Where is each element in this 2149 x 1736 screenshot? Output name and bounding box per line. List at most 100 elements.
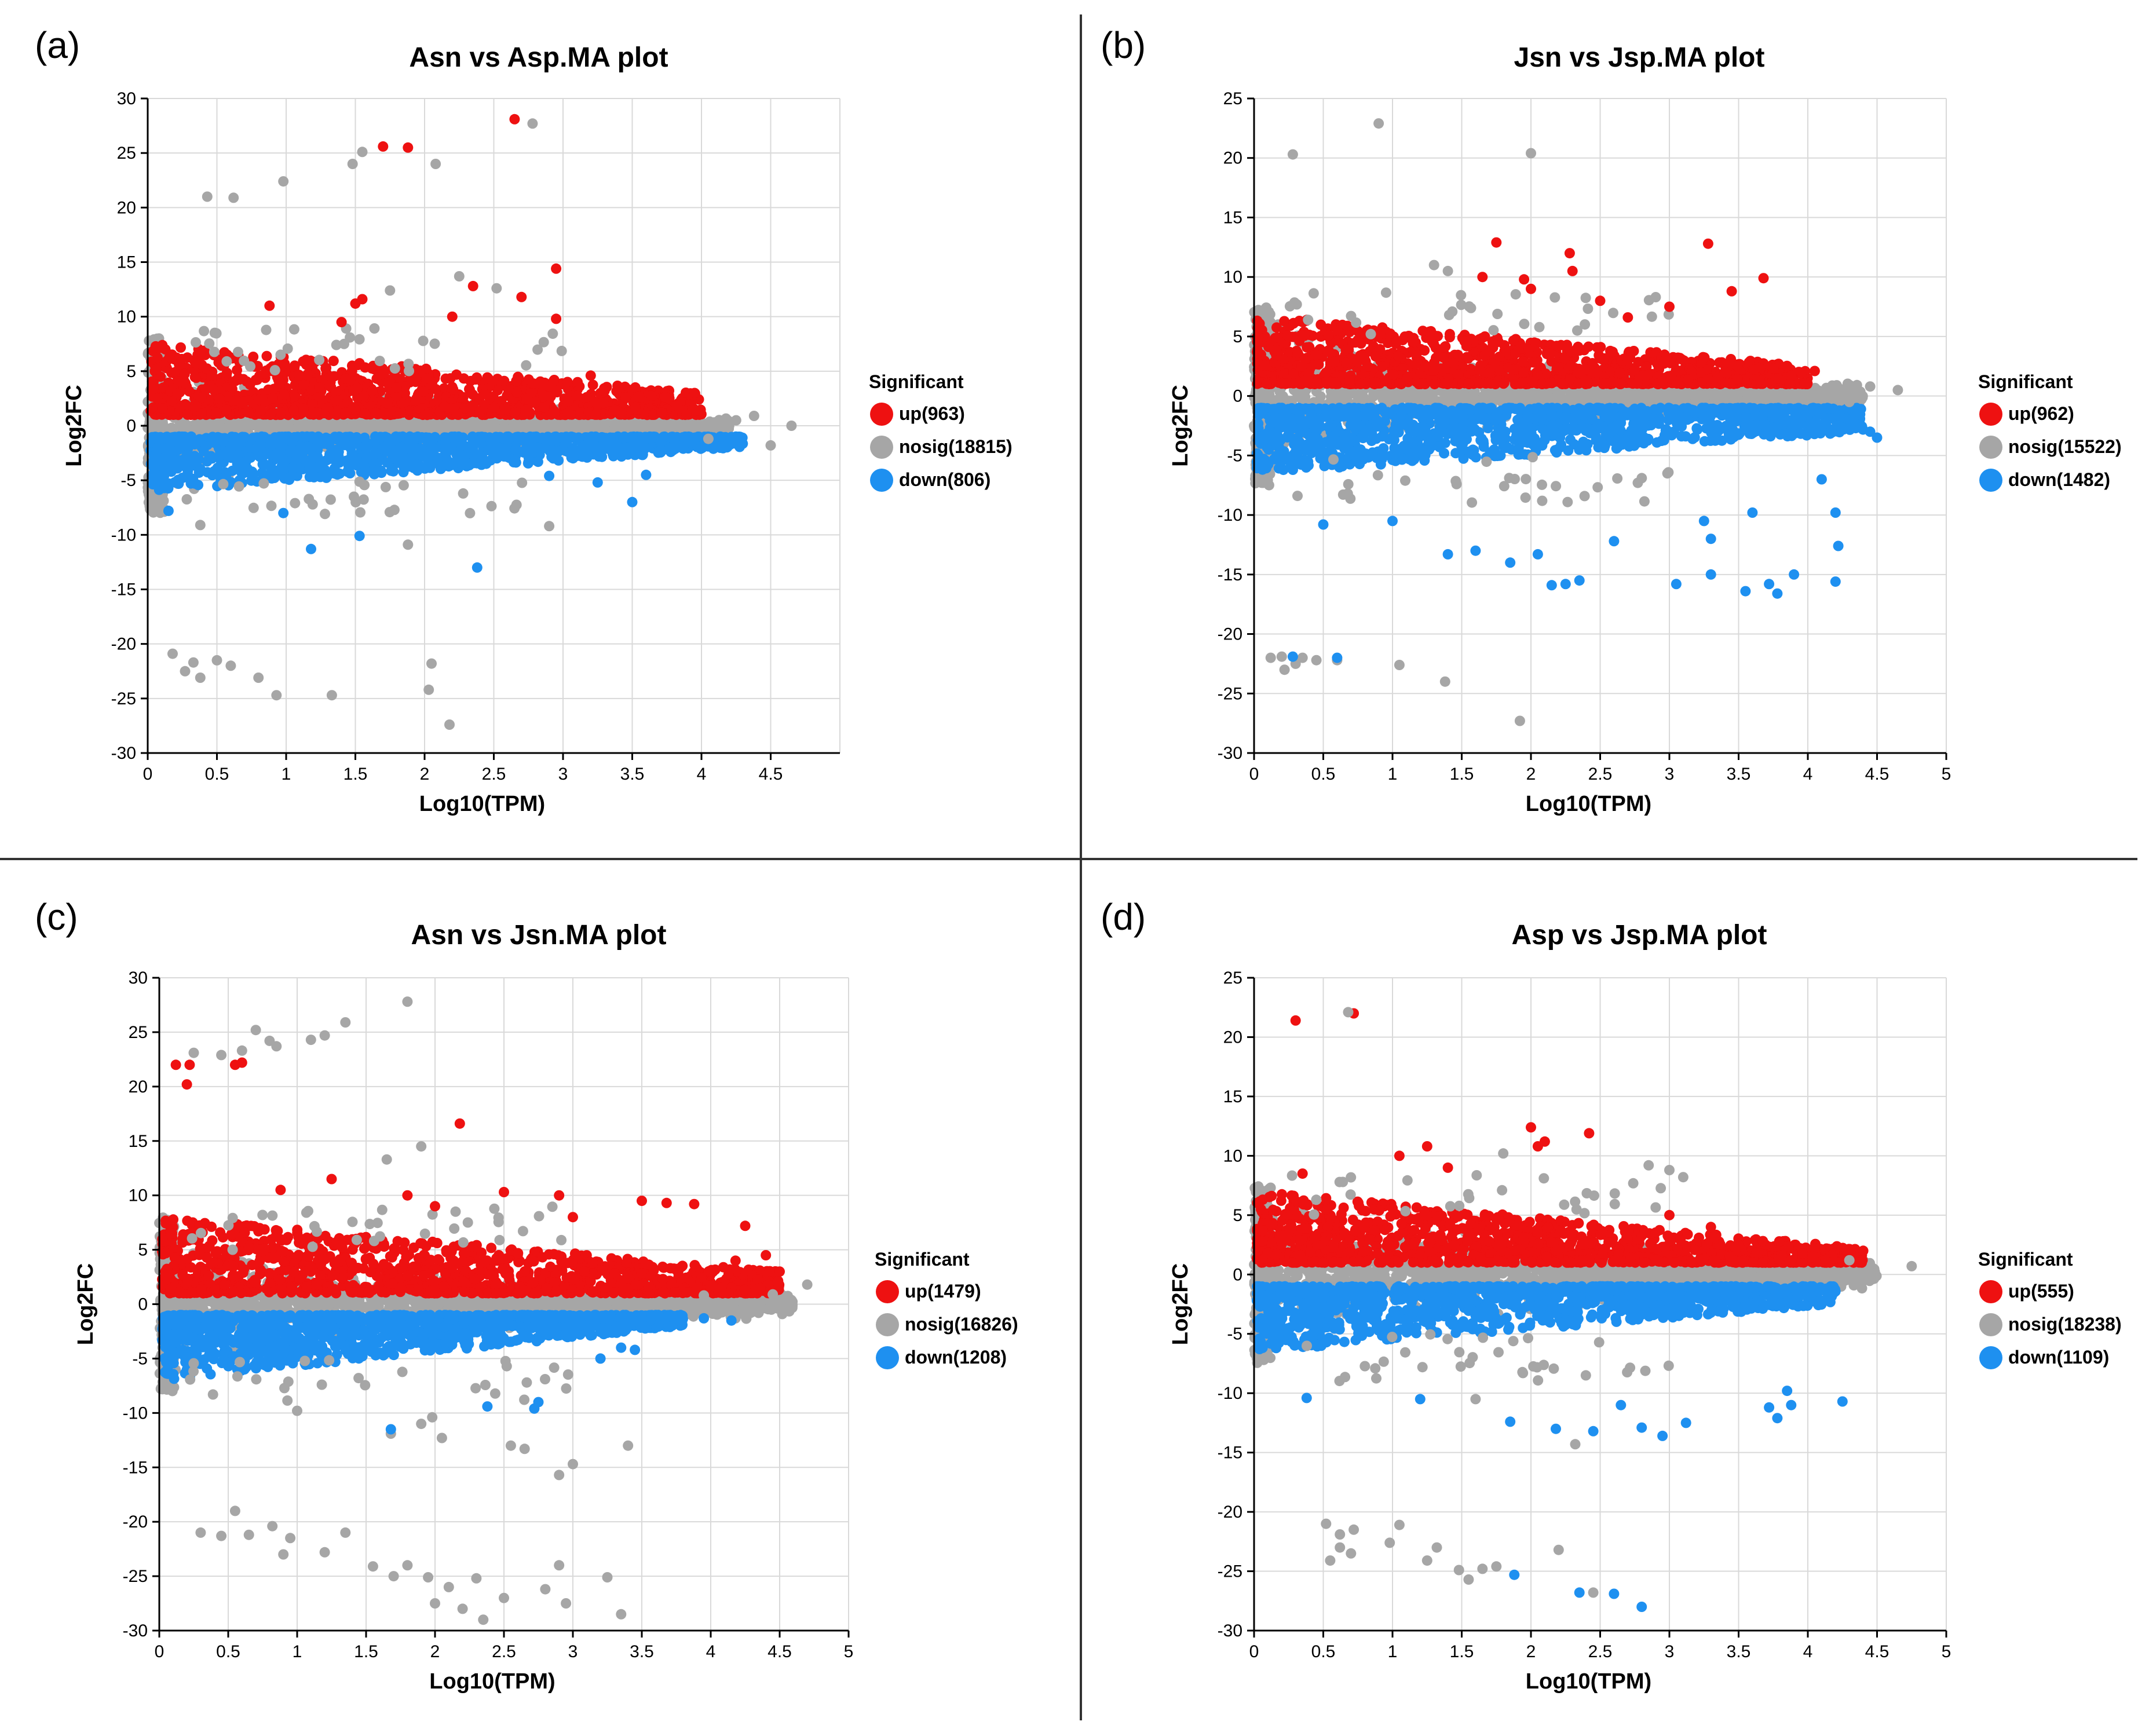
down-point	[304, 472, 315, 483]
up-point	[152, 352, 163, 363]
up-point	[176, 353, 187, 364]
up-point	[521, 393, 532, 404]
down-point	[446, 459, 457, 470]
up-point	[630, 401, 641, 412]
down-point	[313, 453, 324, 464]
up-point	[375, 369, 386, 380]
nosig-point	[290, 498, 301, 509]
down-point	[553, 455, 564, 466]
down-point	[294, 463, 305, 474]
nosig-point	[275, 349, 286, 360]
nosig-point	[258, 478, 269, 489]
down-point	[193, 466, 204, 477]
nosig-outlier-point	[202, 191, 213, 202]
up-outlier-point	[350, 298, 361, 309]
up-point	[151, 364, 162, 375]
up-point	[563, 396, 574, 407]
up-point	[500, 404, 511, 415]
y-tick-label: -25	[111, 689, 136, 708]
down-point	[185, 459, 196, 470]
up-point	[314, 382, 325, 393]
down-point	[503, 433, 514, 444]
down-point	[403, 461, 414, 472]
nosig-point	[359, 480, 370, 491]
y-tick-label: -30	[111, 744, 136, 763]
nosig-outlier-point	[211, 655, 222, 666]
nosig-outlier-point	[765, 440, 776, 451]
down-point	[666, 443, 677, 454]
nosig-point	[434, 419, 445, 430]
down-point	[388, 433, 399, 444]
nosig-point	[354, 334, 365, 345]
up-point	[533, 378, 544, 389]
up-outlier-point	[403, 142, 414, 153]
up-outlier-point	[585, 370, 596, 381]
up-point	[370, 407, 381, 418]
up-point	[609, 405, 620, 416]
nosig-point	[465, 507, 476, 518]
up-outlier-point	[447, 311, 458, 322]
down-point	[500, 448, 511, 459]
y-tick-label: 30	[117, 89, 136, 108]
nosig-point	[374, 356, 385, 367]
nosig-outlier-point	[786, 421, 797, 431]
nosig-point	[345, 332, 356, 343]
up-point	[474, 406, 485, 417]
up-point	[221, 404, 232, 415]
nosig-point	[556, 345, 567, 356]
up-point	[539, 390, 550, 401]
down-point	[737, 432, 748, 443]
down-point	[257, 459, 268, 470]
nosig-outlier-point	[167, 648, 178, 659]
x-tick-label: 4.5	[759, 765, 783, 784]
up-point	[310, 407, 321, 418]
up-outlier-point	[689, 388, 700, 399]
up-outlier-point	[516, 291, 527, 302]
nosig-point	[349, 491, 359, 502]
up-point	[590, 409, 601, 420]
nosig-outlier-point	[278, 176, 289, 187]
down-point	[218, 436, 229, 447]
up-point	[195, 346, 206, 357]
nosig-point	[517, 477, 528, 488]
nosig-point	[233, 481, 244, 492]
nosig-outlier-point	[195, 673, 206, 683]
up-point	[348, 386, 359, 396]
nosig-point	[261, 324, 272, 335]
down-point	[224, 448, 235, 459]
nosig-point	[314, 354, 325, 366]
nosig-outlier-point	[748, 411, 759, 421]
up-point	[200, 384, 211, 395]
up-point	[620, 392, 631, 403]
up-point	[539, 402, 550, 412]
up-point	[587, 379, 598, 390]
nosig-outlier-point	[357, 147, 368, 158]
up-point	[422, 410, 433, 421]
down-point	[349, 456, 360, 467]
down-point	[590, 442, 600, 453]
up-point	[180, 399, 191, 410]
legend-down-label: down(806)	[899, 469, 991, 490]
up-point	[332, 395, 343, 406]
nosig-point	[486, 500, 497, 511]
up-point	[509, 407, 520, 418]
down-point	[273, 450, 283, 461]
nosig-point	[398, 419, 409, 430]
down-point	[189, 478, 200, 489]
up-outlier-point	[551, 313, 562, 324]
up-point	[660, 392, 671, 403]
up-point	[367, 385, 378, 396]
nosig-point	[355, 507, 366, 518]
down-point	[382, 457, 393, 468]
down-point	[538, 443, 549, 454]
nosig-point	[331, 422, 342, 433]
up-point	[340, 373, 351, 384]
nosig-point	[269, 365, 280, 376]
up-point	[439, 401, 450, 412]
nosig-point	[403, 359, 414, 370]
up-point	[179, 368, 190, 379]
up-point	[221, 367, 232, 378]
nosig-outlier-point	[253, 673, 264, 683]
up-point	[279, 389, 290, 400]
up-point	[341, 407, 352, 418]
